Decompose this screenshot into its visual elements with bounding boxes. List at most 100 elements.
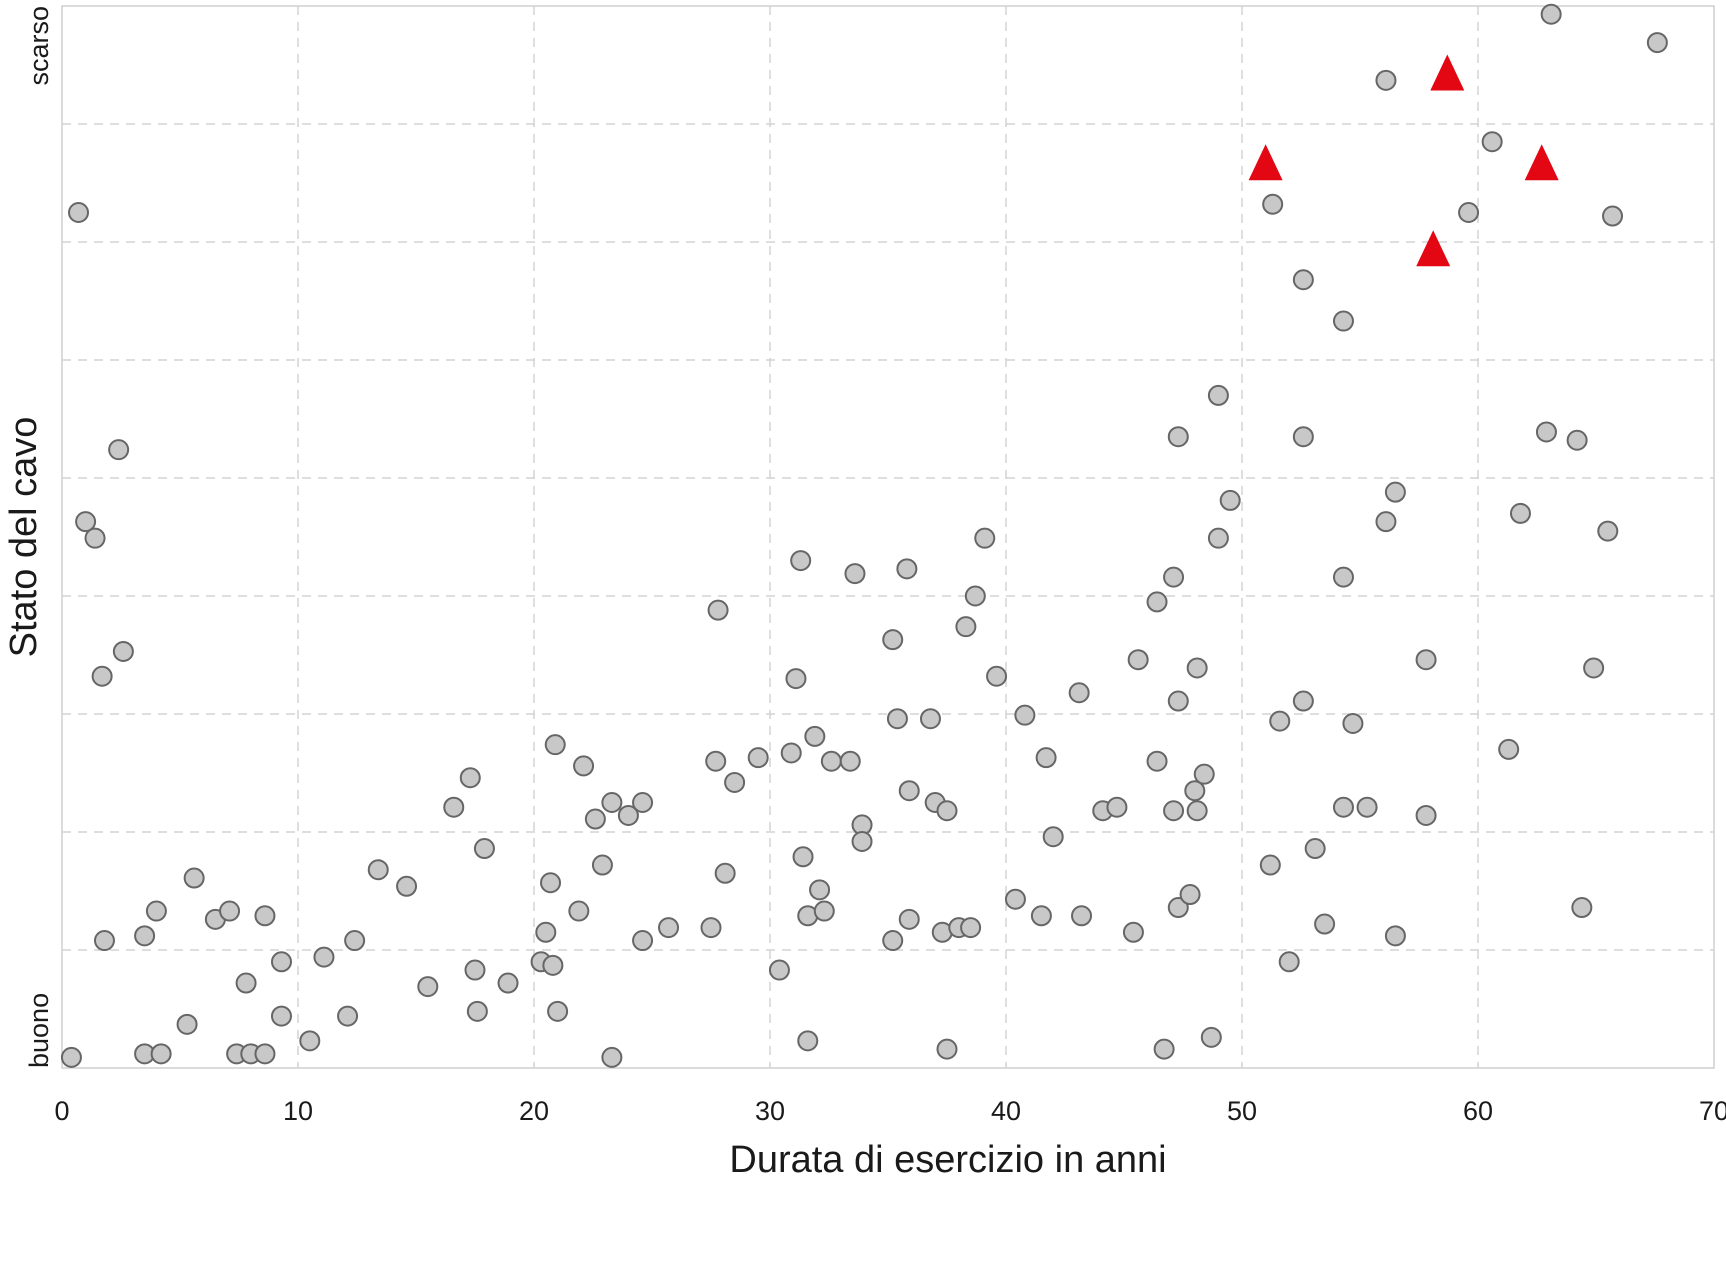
data-point-circle [1540,3,1562,25]
data-point-circle [1278,951,1300,973]
data-point-circle [270,1005,292,1027]
data-point-circle [1207,527,1229,549]
data-point-circle [1384,925,1406,947]
data-point-circle [986,665,1008,687]
data-point-circle [464,959,486,981]
data-point-circle [1146,591,1168,613]
x-tick-label: 60 [1463,1096,1493,1126]
data-point-circle [1415,649,1437,671]
y-tick-label: scarso [24,6,54,86]
data-point-circle [183,867,205,889]
data-point-circle [60,1046,82,1068]
data-point-circle [1269,710,1291,732]
data-point-circle [813,900,835,922]
data-point-circle [573,755,595,777]
data-point-circle [150,1043,172,1065]
data-point-circle [964,585,986,607]
x-tick-label: 30 [755,1096,785,1126]
data-point-circle [459,767,481,789]
data-point-circle [443,796,465,818]
x-tick-label: 40 [991,1096,1021,1126]
data-point-circle [75,511,97,533]
data-point-circle [367,859,389,881]
data-point-circle [785,668,807,690]
data-point-circle [601,792,623,813]
data-point-circle [1458,202,1480,223]
data-point-triangle [1416,230,1451,267]
data-point-circle [844,563,866,585]
data-point-circle [617,804,639,826]
data-point-circle [396,875,418,897]
data-point-circle [707,599,729,621]
y-tick-label: buono [24,993,54,1068]
data-point-circle [714,862,736,884]
data-point-circle [839,750,861,772]
x-axis-title: Durata di esercizio in anni [729,1139,1166,1181]
data-point-circle [1004,888,1026,910]
data-point-circle [747,747,769,769]
data-point-circle [960,917,982,939]
data-point-circle [1583,657,1605,679]
data-point-circle [540,872,562,894]
data-point-circle [1498,738,1520,760]
data-point-circle [724,771,746,793]
data-point-circle [851,830,873,852]
data-point-circle [1571,897,1593,919]
data-point-circle [896,558,918,580]
data-point-circle [591,854,613,876]
data-point-circle [1184,780,1206,802]
data-point-circle [1200,1026,1222,1048]
data-point-circle [804,725,826,747]
data-point-circle [1292,690,1314,712]
x-tick-label: 0 [54,1096,69,1126]
data-point-circle [882,629,904,651]
data-point-circle [1186,657,1208,679]
data-point-triangle [1248,144,1283,181]
data-point-circle [584,808,606,830]
x-axis-tick-labels: 0 10 20 30 40 50 60 70 [54,1096,1726,1126]
data-point-circle [1179,884,1201,906]
x-tick-label: 20 [519,1096,549,1126]
data-point-circle [1384,481,1406,503]
data-point-circle [299,1030,321,1052]
data-point-circle [1415,804,1437,826]
data-point-triangle [1524,144,1559,181]
data-point-circle [1106,796,1128,818]
data-point-circle [91,665,113,687]
data-point-circle [1375,511,1397,533]
data-point-triangle [1430,54,1465,91]
data-point-circle [542,954,564,976]
data-point-circle [705,750,727,772]
data-point-circle [1342,712,1364,734]
data-point-circle [1597,520,1619,542]
data-point-circle [254,905,276,927]
x-tick-label: 10 [283,1096,313,1126]
data-point-circle [1304,838,1326,860]
data-point-circle [632,930,654,952]
data-point-circle [568,900,590,922]
data-point-circle [1292,269,1314,291]
data-point-circle [1292,426,1314,448]
data-point-circle [1014,704,1036,726]
data-point-circle [1375,69,1397,91]
data-point-circle [344,930,366,952]
data-point-circle [84,527,106,549]
data-points [60,3,1668,1068]
data-point-circle [1068,682,1090,704]
data-point-circle [108,439,130,461]
data-point-circle [1122,921,1144,943]
data-point-circle [658,917,680,939]
data-point-circle [219,900,241,922]
data-point-circle [270,951,292,973]
data-point-circle [1356,796,1378,818]
data-point-circle [898,908,920,930]
data-point-circle [936,800,958,822]
data-point-circle [898,780,920,802]
data-point-circle [1219,489,1241,511]
data-point-circle [134,925,156,947]
data-point-circle [1193,763,1215,785]
data-point-circle [1314,913,1336,935]
data-point-circle [919,708,941,730]
y-axis-tick-labels: buono scarso [24,6,54,1068]
